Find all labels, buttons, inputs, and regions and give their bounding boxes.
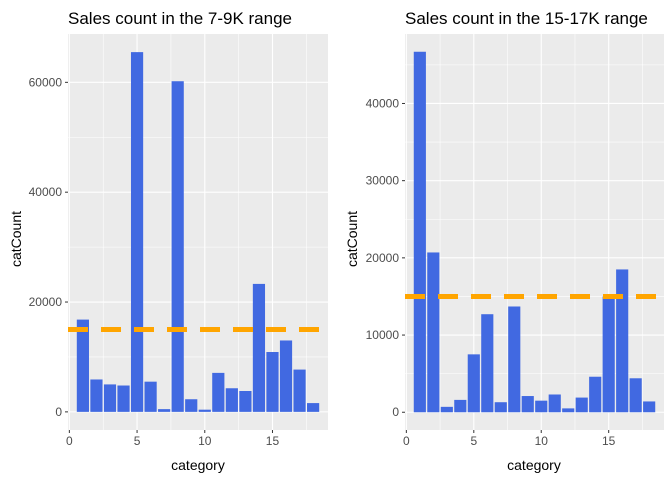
left-bar-16 [279,340,293,412]
right-y-tick-label: 20000 [366,251,400,265]
right-y-tick-label: 30000 [366,174,400,188]
right-bar-9 [521,396,534,413]
left-y-tick-label: 60000 [29,75,63,89]
right-bar-16 [616,269,629,413]
left-bar-6 [144,381,157,412]
right-bar-4 [454,399,467,413]
left-x-tick-label: 5 [134,434,141,448]
left-bar-5 [130,52,144,412]
right-bar-6 [481,314,494,413]
left-bar-12 [225,388,238,412]
right-bar-1 [413,51,426,413]
right-bar-5 [467,354,480,413]
right-y-axis-title: catCount [344,211,360,267]
right-bar-15 [602,296,615,413]
left-bar-2 [90,379,103,412]
left-x-tick-label: 10 [198,434,212,448]
left-bar-17 [293,369,306,412]
left-bar-3 [103,384,117,412]
left-bar-9 [185,399,198,412]
right-bar-8 [508,306,521,413]
left-chart-title: Sales count in the 7-9K range [68,9,292,28]
left-bar-8 [171,81,184,412]
right-bar-11 [548,394,561,413]
right-bar-10 [535,400,548,413]
right-bar-7 [494,402,507,413]
right-x-tick-label: 0 [403,434,410,448]
left-y-tick-label: 0 [55,405,62,419]
right-x-tick-label: 10 [535,434,549,448]
right-bar-2 [427,252,440,413]
right-bar-13 [575,397,588,413]
right-y-tick-label: 10000 [366,328,400,342]
left-bar-7 [158,409,171,412]
left-chart: 0 20000 40000 60000 0 5 10 15 Sales count in th… [8,9,328,473]
right-bar-12 [562,408,575,413]
right-bar-17 [629,378,642,413]
left-bar-15 [266,352,279,412]
left-bar-1 [76,319,89,412]
left-y-tick-label: 20000 [29,295,63,309]
right-y-tick-label: 0 [392,405,399,419]
right-y-tick-label: 40000 [366,96,400,110]
right-bar-18 [643,401,656,413]
left-y-axis-title: catCount [8,211,24,267]
left-bar-10 [198,409,211,412]
left-bar-14 [252,283,266,412]
left-bar-11 [212,372,225,412]
left-y-tick-label: 40000 [29,185,63,199]
right-x-axis-title: category [507,457,561,473]
left-x-tick-label: 0 [66,434,73,448]
right-bar-3 [440,406,453,413]
right-chart: 0 10000 20000 30000 40000 0 5 10 15 Sales count … [344,9,664,473]
right-x-tick-label: 15 [602,434,616,448]
left-x-axis-title: category [171,457,225,473]
left-bar-18 [307,403,320,412]
right-chart-title: Sales count in the 15-17K range [405,9,648,28]
left-bar-4 [117,385,130,412]
left-bar-13 [239,391,252,412]
right-bar-14 [589,376,602,413]
left-x-tick-label: 15 [266,434,280,448]
right-x-tick-label: 5 [470,434,477,448]
